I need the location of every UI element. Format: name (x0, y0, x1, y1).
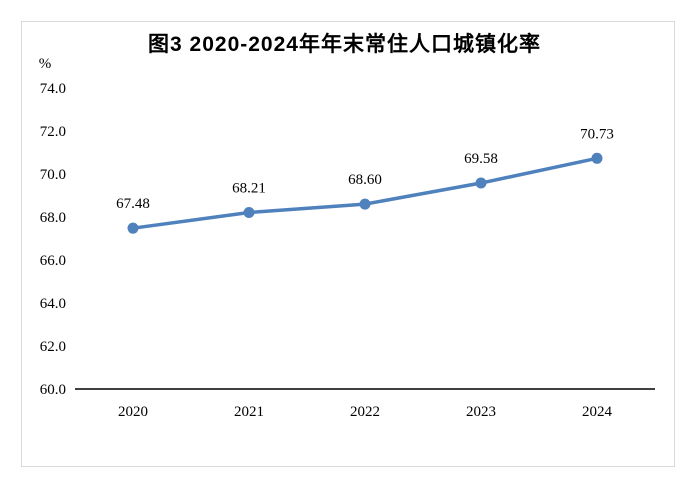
x-axis-tick-label: 2023 (466, 404, 496, 420)
x-axis-tick-label: 2020 (118, 404, 148, 420)
data-point (359, 198, 371, 210)
series-line (131, 156, 599, 230)
x-axis-tick-label: 2024 (582, 404, 613, 420)
x-axis-tick-label: 2022 (350, 404, 380, 420)
y-axis-tick-label: 74.0 (40, 81, 66, 97)
y-axis-tick-label: 60.0 (40, 382, 66, 398)
y-axis-tick-label: 66.0 (40, 253, 66, 269)
data-label: 68.21 (232, 180, 266, 196)
data-point (243, 206, 255, 218)
y-axis-tick-label: 62.0 (40, 339, 66, 355)
chart-title: 图3 2020-2024年年末常住人口城镇化率 (148, 33, 541, 56)
x-axis-tick-label: 2021 (234, 404, 264, 420)
y-axis-tick-label: 68.0 (40, 210, 66, 226)
data-label: 68.60 (348, 172, 382, 188)
y-axis-unit-label: % (39, 56, 52, 72)
data-label: 70.73 (580, 126, 614, 142)
data-label: 69.58 (464, 151, 498, 167)
y-axis-tick-label: 72.0 (40, 124, 66, 140)
data-point (127, 222, 139, 234)
y-axis-tick-label: 70.0 (40, 167, 66, 183)
data-point (475, 177, 487, 189)
data-label: 67.48 (116, 196, 150, 212)
y-axis-tick-label: 64.0 (40, 296, 66, 312)
chart-frame-border (21, 21, 675, 467)
data-point (591, 152, 603, 164)
